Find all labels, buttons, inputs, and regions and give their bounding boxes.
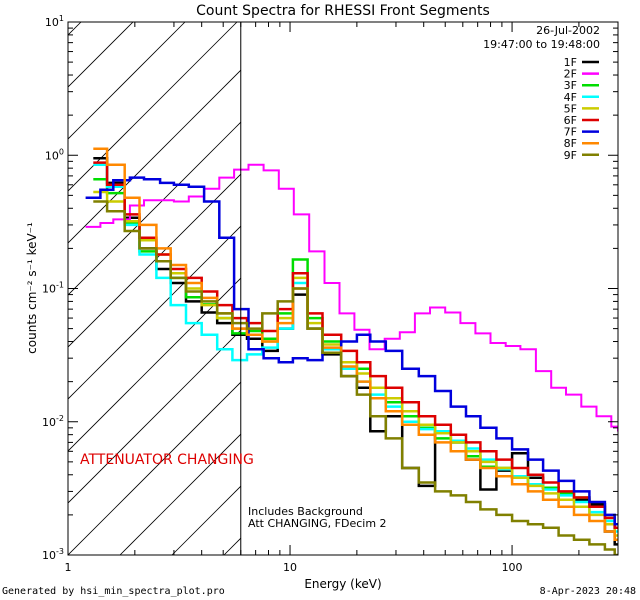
series-8F-line bbox=[93, 147, 618, 542]
series-7F-line bbox=[85, 176, 618, 526]
y-tick-label: 101 bbox=[45, 14, 64, 29]
chart-title: Count Spectra for RHESSI Front Segments bbox=[196, 3, 490, 19]
legend-label-9F: 9F bbox=[564, 149, 577, 162]
y-tick-label: 10-1 bbox=[42, 281, 64, 296]
hatch-line bbox=[68, 277, 241, 452]
hatch-line bbox=[68, 22, 186, 140]
hatch-line bbox=[68, 381, 241, 555]
series-2F-line bbox=[85, 163, 618, 432]
y-tick-label: 10-2 bbox=[42, 414, 64, 429]
legend-label-4F: 4F bbox=[564, 91, 577, 104]
hatch-line bbox=[68, 329, 241, 504]
hatch-line bbox=[68, 22, 238, 192]
legend-label-2F: 2F bbox=[564, 68, 577, 81]
hatch-line bbox=[68, 69, 241, 244]
hatch-line bbox=[68, 22, 134, 88]
series-6F-line bbox=[93, 161, 618, 530]
y-axis-label: counts cm⁻² s⁻¹ keV⁻¹ bbox=[25, 222, 39, 354]
series-9F-line bbox=[93, 200, 618, 555]
hatch-line bbox=[68, 173, 241, 348]
y-tick-label: 10-3 bbox=[42, 547, 64, 562]
generated-at: 8-Apr-2023 20:48 bbox=[540, 586, 636, 597]
hatch-line bbox=[119, 433, 241, 555]
x-tick-label: 100 bbox=[502, 561, 523, 574]
legend-label-6F: 6F bbox=[564, 114, 577, 127]
legend-label-5F: 5F bbox=[564, 102, 577, 115]
attenuator-changing-label: ATTENUATOR CHANGING bbox=[80, 452, 254, 468]
note-background: Includes Background bbox=[248, 505, 363, 518]
hatch-line bbox=[223, 537, 241, 555]
hatch-line bbox=[68, 225, 241, 400]
x-tick-label: 1 bbox=[65, 561, 72, 574]
x-axis-label: Energy (keV) bbox=[304, 577, 381, 591]
date-label: 26-Jul-2002 bbox=[536, 24, 600, 37]
hatch-line bbox=[276, 22, 640, 555]
hatch-line bbox=[536, 22, 640, 555]
time-range-label: 19:47:00 to 19:48:00 bbox=[483, 38, 600, 51]
generated-by: Generated by hsi_min_spectra_plot.pro bbox=[2, 586, 225, 597]
y-tick-label: 100 bbox=[45, 147, 64, 162]
legend-label-3F: 3F bbox=[564, 79, 577, 92]
x-tick-label: 10 bbox=[283, 561, 297, 574]
axis-ticks: 1 10 100 10-3 10-2 10-1 100 101 bbox=[42, 14, 619, 574]
series-layer bbox=[85, 147, 618, 555]
hatch-line bbox=[328, 22, 640, 555]
legend-label-1F: 1F bbox=[564, 56, 577, 69]
legend-label-7F: 7F bbox=[564, 126, 577, 139]
note-attenuator: Att CHANGING, FDecim 2 bbox=[248, 517, 387, 530]
legend-label-8F: 8F bbox=[564, 137, 577, 150]
